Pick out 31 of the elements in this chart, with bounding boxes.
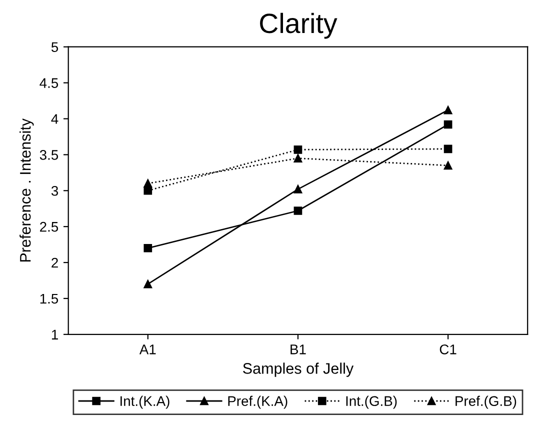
y-tick-label: 4 (51, 114, 58, 124)
point (444, 161, 452, 170)
x-tick-label: C1 (440, 344, 456, 354)
y-tick-label: 4.5 (40, 78, 58, 88)
x-tick-label: B1 (290, 344, 306, 354)
point (294, 206, 302, 215)
legend-label: Pref.(K.A) (228, 396, 288, 409)
legend-label: Int.(K.A) (120, 396, 170, 409)
y-tick-label: 3 (51, 186, 58, 196)
chart-title: Clarity (260, 12, 338, 39)
y-tick-label: 2.5 (40, 222, 58, 232)
y-tick-label: 3.5 (40, 150, 58, 160)
legend-label: Int.(G.B) (346, 396, 397, 409)
point (144, 179, 152, 188)
point (444, 120, 452, 129)
y-tick-label: 2 (52, 258, 58, 268)
legend-label: Pref.(G.B) (456, 396, 516, 409)
point (144, 186, 152, 195)
point (294, 185, 302, 194)
point (444, 106, 452, 114)
y-axis-title: Preference . Intensity (20, 118, 34, 262)
x-tick-label: A1 (139, 344, 156, 354)
point (294, 145, 302, 154)
point (444, 144, 452, 154)
x-axis-title: Samples of Jelly (243, 362, 354, 377)
point (144, 280, 152, 288)
point (294, 154, 302, 162)
y-tick-label: 1 (52, 330, 58, 340)
point (144, 244, 152, 252)
y-tick-label: 5 (51, 42, 58, 52)
y-tick-label: 1.5 (40, 294, 58, 304)
